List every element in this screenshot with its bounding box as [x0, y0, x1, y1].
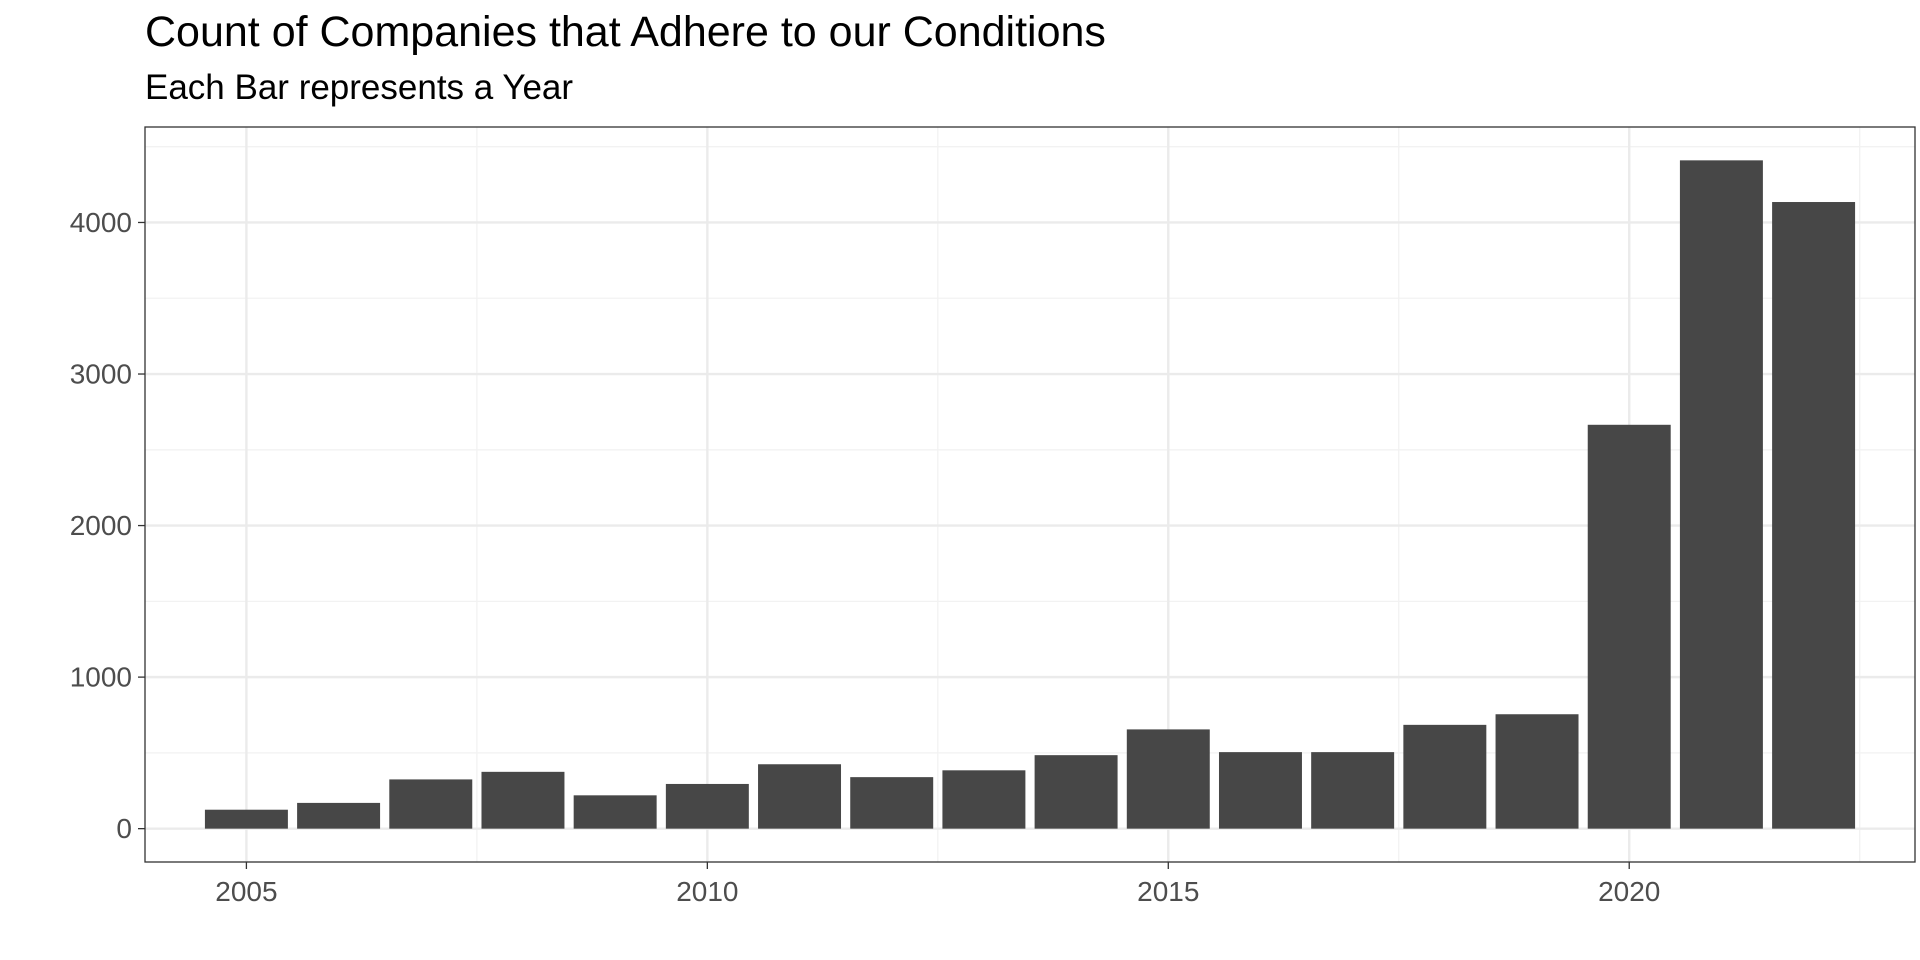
bars	[204, 160, 1856, 829]
x-tick-label: 2010	[676, 876, 738, 907]
bar-2011	[758, 764, 842, 829]
bar-2008	[481, 771, 565, 829]
bar-2016	[1218, 752, 1302, 829]
bar-2006	[297, 802, 381, 829]
bar-2007	[389, 779, 473, 829]
axes: 0 1000 2000 3000 4000 2005 2010 2015 2020	[70, 207, 1661, 907]
bar-2009	[573, 795, 657, 829]
bar-2005	[204, 809, 288, 829]
panel-border	[144, 126, 1916, 863]
y-tick-label: 2000	[70, 510, 132, 541]
bar-2019	[1495, 714, 1579, 829]
y-tick-label: 1000	[70, 662, 132, 693]
x-tick-label: 2020	[1598, 876, 1660, 907]
bar-2021	[1679, 160, 1763, 829]
bar-2013	[942, 770, 1026, 829]
y-tick-label: 4000	[70, 207, 132, 238]
bar-2012	[850, 777, 934, 829]
x-tick-label: 2005	[215, 876, 277, 907]
bar-2015	[1126, 729, 1210, 829]
bar-2017	[1311, 752, 1395, 829]
bar-2014	[1034, 755, 1118, 829]
bar-2010	[665, 783, 749, 829]
y-tick-label: 3000	[70, 359, 132, 390]
x-tick-label: 2015	[1137, 876, 1199, 907]
y-tick-label: 0	[116, 813, 132, 844]
bar-2018	[1403, 724, 1487, 829]
bar-2022	[1772, 202, 1856, 829]
chart-subtitle: Each Bar represents a Year	[145, 68, 574, 107]
chart-title: Count of Companies that Adhere to our Co…	[145, 8, 1106, 56]
bar-2020	[1587, 424, 1671, 829]
